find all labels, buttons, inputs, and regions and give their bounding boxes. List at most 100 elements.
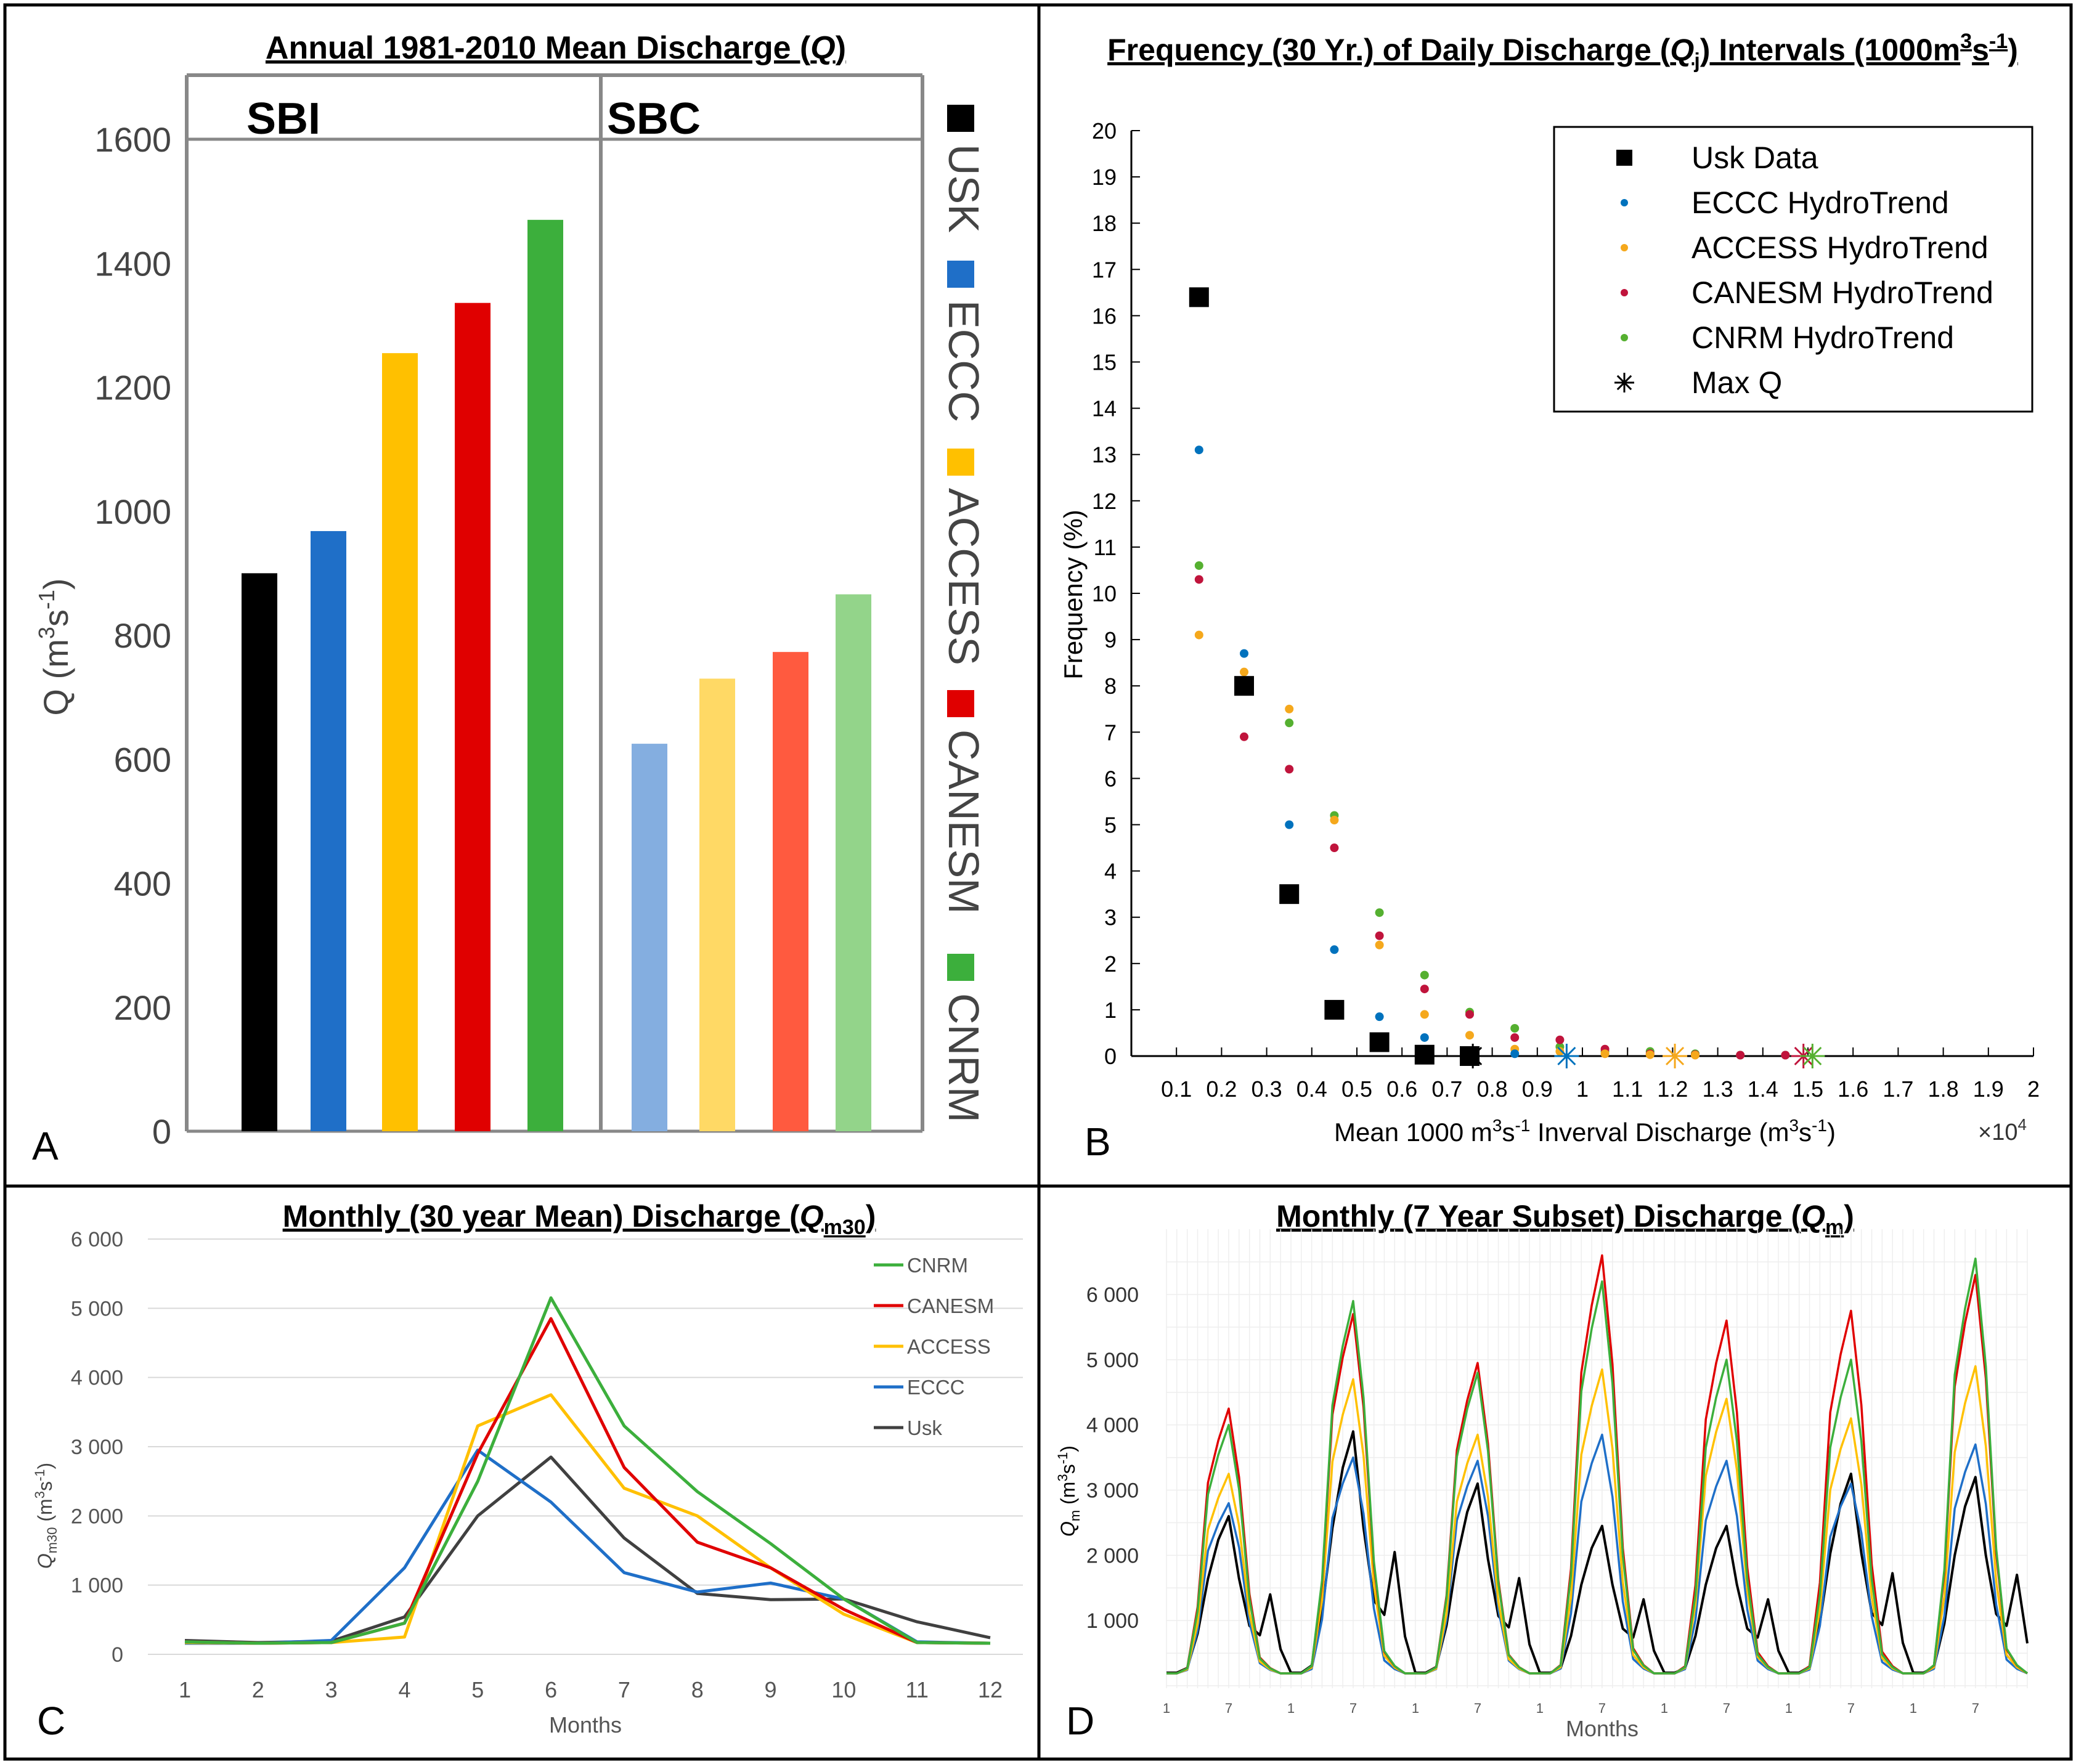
annual-y-tick: 800 bbox=[114, 616, 171, 655]
frequency-y-tick: 6 bbox=[1104, 766, 1117, 791]
monthly7yr-x-tick: 1 bbox=[1287, 1701, 1295, 1716]
point-access-hydrotrend bbox=[1420, 1010, 1429, 1019]
monthly30-x-tick: 6 bbox=[545, 1677, 557, 1702]
monthly30-y-tick: 2 000 bbox=[71, 1505, 123, 1528]
frequency-y-tick: 9 bbox=[1104, 627, 1117, 652]
bar-sbi-eccc bbox=[311, 530, 346, 1131]
frequency-y-tick: 1 bbox=[1104, 998, 1117, 1023]
monthly7yr-y-tick: 4 000 bbox=[1086, 1414, 1139, 1437]
point-eccc-hydrotrend bbox=[1510, 1049, 1520, 1059]
monthly7yr-y-tick: 6 000 bbox=[1086, 1283, 1139, 1307]
point-canesm-hydrotrend bbox=[1240, 732, 1248, 741]
monthly30-y-tick: 4 000 bbox=[71, 1367, 123, 1390]
frequency-y-tick: 20 bbox=[1092, 118, 1117, 144]
point-canesm-hydrotrend bbox=[1510, 1033, 1520, 1042]
point-usk-data bbox=[1234, 676, 1254, 696]
legend-swatch-canesm bbox=[947, 690, 974, 717]
point-canesm-hydrotrend bbox=[1330, 843, 1339, 853]
bar-sbc-cnrm bbox=[836, 594, 871, 1131]
point-access-hydrotrend bbox=[1375, 940, 1384, 949]
frequency-y-tick: 11 bbox=[1094, 535, 1117, 560]
panel-b: Frequency (30 Yr.) of Daily Discharge (Q… bbox=[1059, 30, 2040, 1164]
panel-letter-d: D bbox=[1066, 1699, 1094, 1743]
legend-swatch-cnrm bbox=[947, 954, 974, 981]
monthly30-x-tick: 7 bbox=[618, 1677, 630, 1702]
monthly30-y-label: Qm30 (m3s-1) bbox=[32, 1463, 60, 1569]
legend-label-usk: Usk bbox=[907, 1416, 942, 1439]
frequency-x-tick: 2 bbox=[2027, 1076, 2040, 1102]
monthly7yr-x-tick: 1 bbox=[1785, 1701, 1793, 1716]
annual-y-tick: 600 bbox=[114, 740, 171, 779]
panel-c: Monthly (30 year Mean) Discharge (Qm30) … bbox=[32, 1199, 1023, 1743]
frequency-title: Frequency (30 Yr.) of Daily Discharge (Q… bbox=[1107, 30, 2018, 73]
point-eccc-hydrotrend bbox=[1330, 945, 1339, 954]
frequency-y-tick: 19 bbox=[1092, 165, 1117, 190]
bar-sbc-canesm bbox=[773, 652, 808, 1131]
monthly7yr-title: Monthly (7 Year Subset) Discharge (Qm) bbox=[1276, 1199, 1854, 1239]
line-cnrm bbox=[1166, 1258, 2029, 1675]
frequency-x-tick: 1.6 bbox=[1838, 1076, 1868, 1102]
legend-label-cnrm: CNRM bbox=[940, 993, 988, 1123]
point-access-hydrotrend bbox=[1240, 667, 1248, 677]
monthly7yr-x-tick: 1 bbox=[1910, 1701, 1917, 1716]
frequency-y-tick: 7 bbox=[1104, 720, 1117, 745]
point-eccc-hydrotrend bbox=[1285, 820, 1294, 829]
frequency-y-tick: 0 bbox=[1104, 1044, 1117, 1069]
annual-y-tick: 400 bbox=[114, 864, 171, 903]
frequency-x-tick: 1 bbox=[1576, 1076, 1589, 1102]
frequency-x-tick: 1.5 bbox=[1793, 1076, 1823, 1102]
point-max-q bbox=[1663, 1044, 1688, 1068]
point-access-hydrotrend bbox=[1691, 1051, 1699, 1060]
legend-label-usk-data: Usk Data bbox=[1691, 140, 1818, 175]
legend-label-eccc: ECCC bbox=[907, 1376, 965, 1399]
annual-y-tick: 1000 bbox=[94, 492, 171, 531]
panel-letter-c: C bbox=[37, 1699, 65, 1743]
point-canesm-hydrotrend bbox=[1285, 765, 1294, 774]
monthly7yr-y-tick: 3 000 bbox=[1086, 1479, 1139, 1503]
frequency-y-tick: 5 bbox=[1104, 813, 1117, 838]
monthly7yr-x-tick: 7 bbox=[1723, 1701, 1730, 1716]
panel-letter-b: B bbox=[1085, 1120, 1111, 1164]
frequency-y-tick: 17 bbox=[1092, 257, 1117, 282]
point-max-q bbox=[1800, 1044, 1825, 1068]
frequency-y-tick: 16 bbox=[1092, 303, 1117, 328]
group-label-sbc: SBC bbox=[607, 94, 701, 144]
monthly7yr-y-tick: 1 000 bbox=[1086, 1609, 1139, 1633]
frequency-y-tick: 4 bbox=[1104, 859, 1117, 884]
point-access-hydrotrend bbox=[1285, 704, 1294, 713]
frequency-y-tick: 3 bbox=[1104, 905, 1117, 930]
bar-sbc-eccc bbox=[632, 744, 667, 1131]
point-canesm-hydrotrend bbox=[1194, 575, 1203, 584]
legend-marker-access-hydrotrend bbox=[1621, 244, 1628, 251]
legend-label-canesm-hydrotrend: CANESM HydroTrend bbox=[1691, 275, 1993, 310]
point-canesm-hydrotrend bbox=[1736, 1051, 1745, 1060]
line-eccc bbox=[1166, 1433, 2028, 1675]
frequency-x-tick: 1.3 bbox=[1703, 1076, 1733, 1102]
point-canesm-hydrotrend bbox=[1420, 985, 1429, 994]
frequency-x-tick: 0.1 bbox=[1161, 1076, 1192, 1102]
legend-swatch-usk bbox=[947, 105, 974, 132]
point-usk-data bbox=[1414, 1044, 1435, 1065]
point-access-hydrotrend bbox=[1645, 1050, 1655, 1059]
monthly30-x-tick: 2 bbox=[252, 1677, 264, 1702]
monthly7yr-x-label: Months bbox=[1566, 1716, 1638, 1741]
legend-marker-eccc-hydrotrend bbox=[1621, 199, 1628, 206]
panel-d: Monthly (7 Year Subset) Discharge (Qm) 1… bbox=[1055, 1199, 2029, 1743]
monthly30-x-tick: 12 bbox=[978, 1677, 1003, 1702]
group-label-sbi: SBI bbox=[246, 94, 320, 144]
annual-y-tick: 1400 bbox=[94, 244, 171, 283]
point-cnrm-hydrotrend bbox=[1420, 970, 1429, 980]
frequency-y-tick: 15 bbox=[1092, 350, 1117, 375]
monthly7yr-x-tick: 1 bbox=[1661, 1701, 1668, 1716]
monthly7yr-x-tick: 7 bbox=[1474, 1701, 1481, 1716]
monthly7yr-x-tick: 1 bbox=[1412, 1701, 1419, 1716]
frequency-y-label: Frequency (%) bbox=[1059, 510, 1088, 679]
frequency-legend: Usk Data ECCC HydroTrend ACCESS HydroTrend… bbox=[1553, 126, 2033, 413]
point-canesm-hydrotrend bbox=[1465, 1010, 1474, 1019]
frequency-x-tick: 1.1 bbox=[1612, 1076, 1643, 1102]
point-max-q bbox=[1460, 1044, 1486, 1068]
legend-label-access-hydrotrend: ACCESS HydroTrend bbox=[1691, 230, 1988, 265]
legend-marker-max-q bbox=[1614, 373, 1634, 392]
monthly30-x-tick: 11 bbox=[905, 1677, 928, 1702]
monthly30-y-tick: 0 bbox=[112, 1643, 123, 1667]
